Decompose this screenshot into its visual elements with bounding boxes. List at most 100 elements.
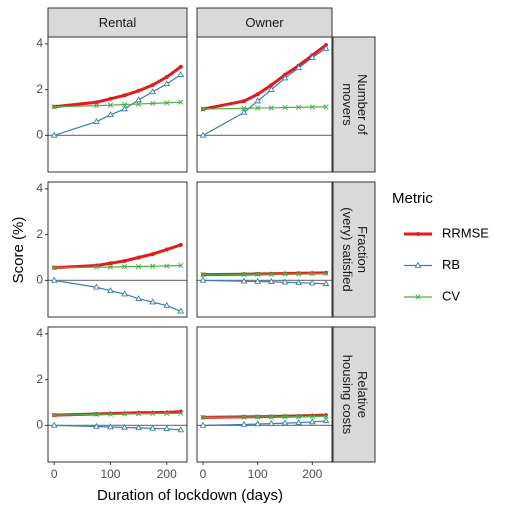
point	[309, 104, 315, 110]
point	[149, 298, 157, 305]
point	[267, 419, 275, 426]
point	[322, 417, 330, 424]
point	[323, 104, 329, 110]
point	[121, 105, 128, 112]
point	[93, 102, 100, 109]
point	[199, 276, 207, 283]
point	[107, 423, 114, 430]
series-line	[54, 101, 181, 108]
point	[178, 99, 184, 105]
panel	[50, 64, 185, 138]
x-tick-label: 100	[248, 467, 268, 481]
panel-border	[196, 181, 333, 318]
point	[136, 255, 141, 260]
point	[163, 80, 171, 87]
point	[199, 421, 207, 428]
row-strip	[332, 36, 376, 173]
point	[268, 271, 274, 277]
point	[107, 286, 114, 293]
point	[177, 71, 185, 78]
y-tick-label: 4	[36, 36, 43, 50]
point	[178, 410, 184, 416]
point	[414, 261, 422, 268]
series-line	[54, 412, 181, 416]
panel-border	[196, 326, 333, 463]
point	[51, 104, 57, 110]
point	[240, 420, 248, 427]
point	[135, 294, 142, 301]
y-tick-label: 0	[36, 273, 43, 287]
point	[150, 83, 155, 88]
point	[254, 277, 262, 284]
y-tick-label: 4	[36, 326, 43, 340]
point	[269, 83, 274, 88]
point	[295, 418, 303, 425]
row-strip-label: Fraction	[355, 226, 370, 273]
series-line	[54, 424, 181, 431]
point	[241, 105, 247, 112]
point	[200, 272, 206, 278]
point	[164, 100, 170, 106]
point	[254, 97, 262, 104]
series-line	[203, 415, 326, 418]
series-line	[203, 106, 326, 110]
point	[93, 422, 100, 429]
point	[323, 413, 329, 419]
y-tick-label: 0	[36, 128, 43, 142]
y-tick-label: 4	[36, 181, 43, 195]
point	[281, 278, 289, 285]
point	[108, 96, 113, 101]
panel-background	[48, 327, 187, 462]
point	[50, 276, 58, 283]
point	[107, 264, 114, 270]
y-tick-label: 0	[36, 418, 43, 432]
point	[136, 88, 141, 93]
x-tick-label: 100	[100, 467, 120, 481]
point	[135, 101, 142, 107]
point	[240, 277, 248, 284]
point	[50, 421, 58, 428]
row-strip	[332, 181, 376, 318]
point	[135, 264, 142, 270]
point	[177, 307, 185, 314]
y-tick-label: 2	[36, 227, 43, 241]
point	[164, 75, 169, 80]
point	[282, 104, 288, 111]
point	[322, 280, 330, 287]
y-tick-label: 2	[36, 372, 43, 386]
panel	[199, 43, 330, 138]
point	[93, 411, 100, 418]
panel-border	[47, 181, 188, 318]
point	[163, 301, 171, 308]
point	[255, 414, 261, 420]
point	[135, 411, 142, 417]
point	[309, 271, 315, 277]
point	[107, 102, 114, 108]
point	[241, 271, 247, 278]
point	[199, 131, 207, 138]
panel	[199, 270, 330, 287]
point	[416, 232, 420, 236]
point	[296, 271, 302, 277]
point	[415, 294, 421, 300]
series-line	[54, 264, 181, 269]
column-strip-label: Owner	[245, 15, 284, 30]
point	[241, 414, 247, 420]
series-line	[54, 65, 182, 109]
point	[94, 100, 99, 105]
point	[200, 106, 206, 112]
point	[135, 424, 142, 431]
point	[149, 424, 157, 431]
legend-title: Metric	[392, 190, 433, 207]
x-tick-label: 200	[157, 467, 177, 481]
point	[295, 64, 303, 71]
series-line	[202, 43, 327, 111]
point	[135, 96, 142, 103]
point	[178, 64, 183, 69]
point	[255, 92, 260, 97]
legend-label: CV	[442, 288, 460, 303]
point	[51, 265, 57, 271]
row-strip-label: Number of	[355, 74, 370, 135]
point	[149, 88, 157, 95]
